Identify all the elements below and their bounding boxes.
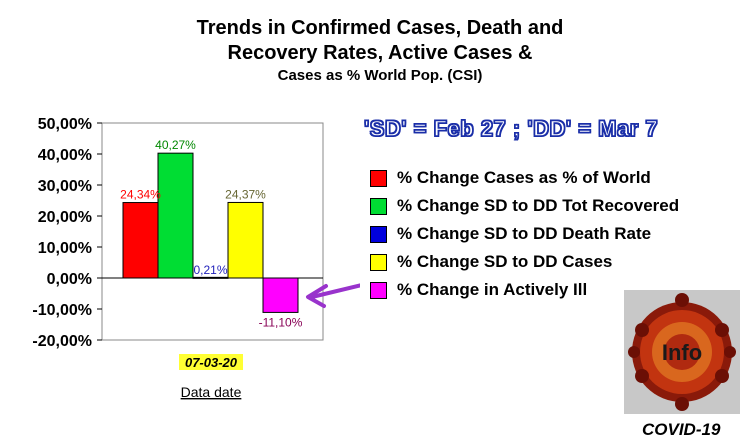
legend-swatch bbox=[370, 253, 387, 271]
legend-label: % Change in Actively Ill bbox=[397, 280, 588, 299]
bar-data-label: -11,10% bbox=[259, 315, 303, 329]
legend-swatch bbox=[370, 281, 387, 299]
x-axis-label: Data date bbox=[181, 384, 242, 400]
annotation-arrow bbox=[306, 283, 360, 308]
legend-label: % Change SD to DD Cases bbox=[397, 252, 613, 271]
bar bbox=[122, 202, 159, 279]
legend-swatch bbox=[370, 225, 387, 243]
bar-data-label: 0,21% bbox=[193, 263, 227, 277]
legend-label: % Change SD to DD Death Rate bbox=[397, 224, 652, 243]
bar-data-label: 40,27% bbox=[155, 138, 196, 152]
bar bbox=[157, 152, 194, 279]
category-label: 07-03-20 bbox=[185, 355, 238, 370]
title-line-1: Trends in Confirmed Cases, Death and bbox=[196, 17, 564, 39]
bar-data-label: 24,34% bbox=[120, 188, 161, 202]
bar-labels: 24,34% 40,27% 0,21% 24,37% -11,10% bbox=[120, 138, 303, 329]
chart-title: Trends in Confirmed Cases, Death and Rec… bbox=[150, 16, 610, 85]
y-axis: -20,00% -10,00% 0,00% 10,00% 20,00% 30,00% 40,… bbox=[32, 116, 102, 350]
legend: % Change Cases as % of World % Change SD … bbox=[370, 164, 679, 304]
y-tick-label: -20,00% bbox=[32, 333, 92, 350]
bar bbox=[227, 201, 264, 279]
y-tick-label: 10,00% bbox=[38, 240, 92, 257]
bar-chart: -20,00% -10,00% 0,00% 10,00% 20,00% 30,00% 40,… bbox=[32, 116, 360, 400]
legend-label: % Change Cases as % of World bbox=[397, 168, 651, 187]
y-tick-label: 30,00% bbox=[38, 178, 92, 195]
covid-info-logo: Info bbox=[624, 290, 740, 414]
legend-item: % Change Cases as % of World bbox=[370, 164, 679, 192]
legend-swatch bbox=[370, 169, 387, 187]
title-line-2: Recovery Rates, Active Cases & bbox=[227, 42, 533, 64]
legend-item: % Change SD to DD Cases bbox=[370, 248, 679, 276]
y-tick-label: 40,00% bbox=[38, 147, 92, 164]
bar-data-label: 24,37% bbox=[225, 187, 266, 201]
covid-label: COVID-19 bbox=[642, 420, 721, 439]
legend-label: % Change SD to DD Tot Recovered bbox=[397, 196, 680, 215]
bars bbox=[122, 152, 299, 313]
period-note: 'SD' = Feb 27 ; 'DD' = Mar 7 bbox=[363, 115, 659, 141]
bar bbox=[262, 277, 299, 313]
y-tick-label: 50,00% bbox=[38, 116, 92, 133]
logo-text: Info bbox=[662, 340, 702, 365]
legend-item: % Change SD to DD Tot Recovered bbox=[370, 192, 679, 220]
y-tick-label: -10,00% bbox=[32, 302, 92, 319]
y-tick-label: 0,00% bbox=[47, 271, 92, 288]
legend-item: % Change in Actively Ill bbox=[370, 276, 679, 304]
title-line-3: Cases as % World Pop. (CSI) bbox=[277, 67, 483, 84]
bar bbox=[192, 276, 229, 279]
legend-item: % Change SD to DD Death Rate bbox=[370, 220, 679, 248]
legend-swatch bbox=[370, 197, 387, 215]
y-tick-label: 20,00% bbox=[38, 209, 92, 226]
category-highlight bbox=[179, 354, 243, 370]
